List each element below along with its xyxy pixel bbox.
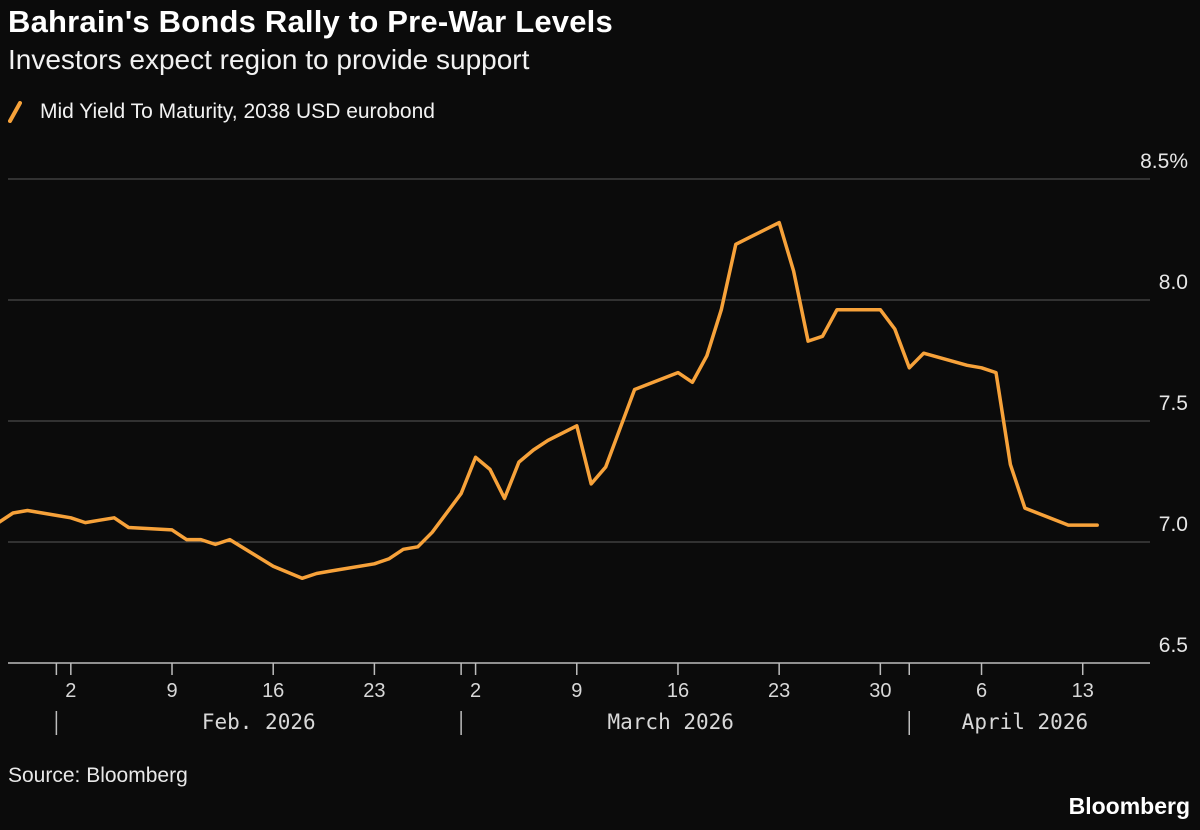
legend-label: Mid Yield To Maturity, 2038 USD eurobond xyxy=(40,100,435,123)
chart-subtitle: Investors expect region to provide suppo… xyxy=(8,44,530,75)
x-tick-label: 16 xyxy=(667,680,689,702)
legend-line-icon xyxy=(8,101,22,123)
x-tick-label: 9 xyxy=(571,680,582,702)
x-tick-label: 16 xyxy=(262,680,284,702)
y-tick-label: 8.0 xyxy=(1159,271,1188,294)
y-tick-label: 8.5% xyxy=(1140,150,1188,173)
month-label: Feb. 2026 xyxy=(202,710,316,734)
legend: Mid Yield To Maturity, 2038 USD eurobond xyxy=(8,100,435,124)
month-label: March 2026 xyxy=(608,710,734,734)
brand-logo: Bloomberg xyxy=(1068,793,1190,819)
y-tick-label: 7.0 xyxy=(1159,513,1188,536)
x-tick-label: 2 xyxy=(65,680,76,702)
x-tick-label: 9 xyxy=(166,680,177,702)
x-tick-label: 23 xyxy=(768,680,790,702)
series-layer xyxy=(0,220,1099,581)
y-tick-label: 6.5 xyxy=(1159,634,1188,657)
x-tick-label: 30 xyxy=(869,680,891,702)
chart-title: Bahrain's Bonds Rally to Pre-War Levels xyxy=(8,4,613,39)
y-tick-label: 7.5 xyxy=(1159,392,1188,415)
x-tick-label: 6 xyxy=(976,680,987,702)
source-note: Source: Bloomberg xyxy=(8,764,188,787)
x-tick-label: 13 xyxy=(1072,680,1094,702)
x-axis: 2 9 16 23 2 9 16 23 30 6 13 Feb. 2026 March 2026 Apri… xyxy=(55,663,1094,735)
grid-layer: 8.5% 8.0 7.5 7.0 6.5 xyxy=(8,150,1188,664)
month-label: April 2026 xyxy=(962,710,1088,734)
x-tick-label: 23 xyxy=(363,680,385,702)
series-line xyxy=(0,220,1099,581)
x-tick-label: 2 xyxy=(470,680,481,702)
